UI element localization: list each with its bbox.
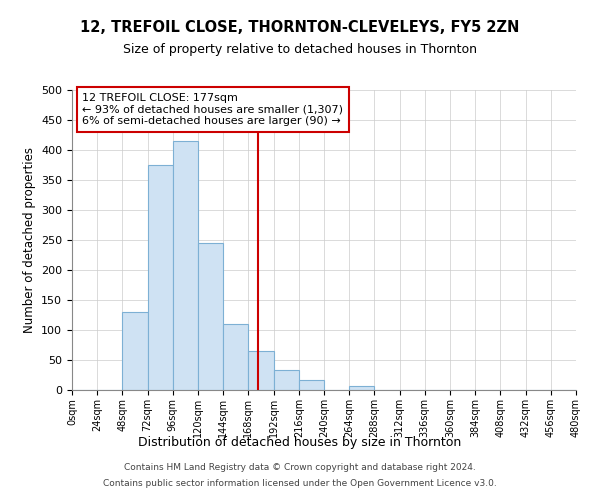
Bar bbox=[274, 370, 299, 390]
Bar bbox=[248, 351, 274, 390]
Text: Size of property relative to detached houses in Thornton: Size of property relative to detached ho… bbox=[123, 42, 477, 56]
Text: Contains public sector information licensed under the Open Government Licence v3: Contains public sector information licen… bbox=[103, 478, 497, 488]
Bar bbox=[198, 243, 223, 390]
Bar bbox=[223, 324, 248, 390]
Text: Contains HM Land Registry data © Crown copyright and database right 2024.: Contains HM Land Registry data © Crown c… bbox=[124, 464, 476, 472]
Bar bbox=[349, 386, 374, 390]
Bar bbox=[173, 141, 198, 390]
Text: 12 TREFOIL CLOSE: 177sqm
← 93% of detached houses are smaller (1,307)
6% of semi: 12 TREFOIL CLOSE: 177sqm ← 93% of detach… bbox=[82, 93, 343, 126]
Text: Distribution of detached houses by size in Thornton: Distribution of detached houses by size … bbox=[139, 436, 461, 449]
Bar bbox=[122, 312, 148, 390]
Bar bbox=[148, 165, 173, 390]
Bar bbox=[299, 380, 324, 390]
Y-axis label: Number of detached properties: Number of detached properties bbox=[23, 147, 35, 333]
Text: 12, TREFOIL CLOSE, THORNTON-CLEVELEYS, FY5 2ZN: 12, TREFOIL CLOSE, THORNTON-CLEVELEYS, F… bbox=[80, 20, 520, 35]
